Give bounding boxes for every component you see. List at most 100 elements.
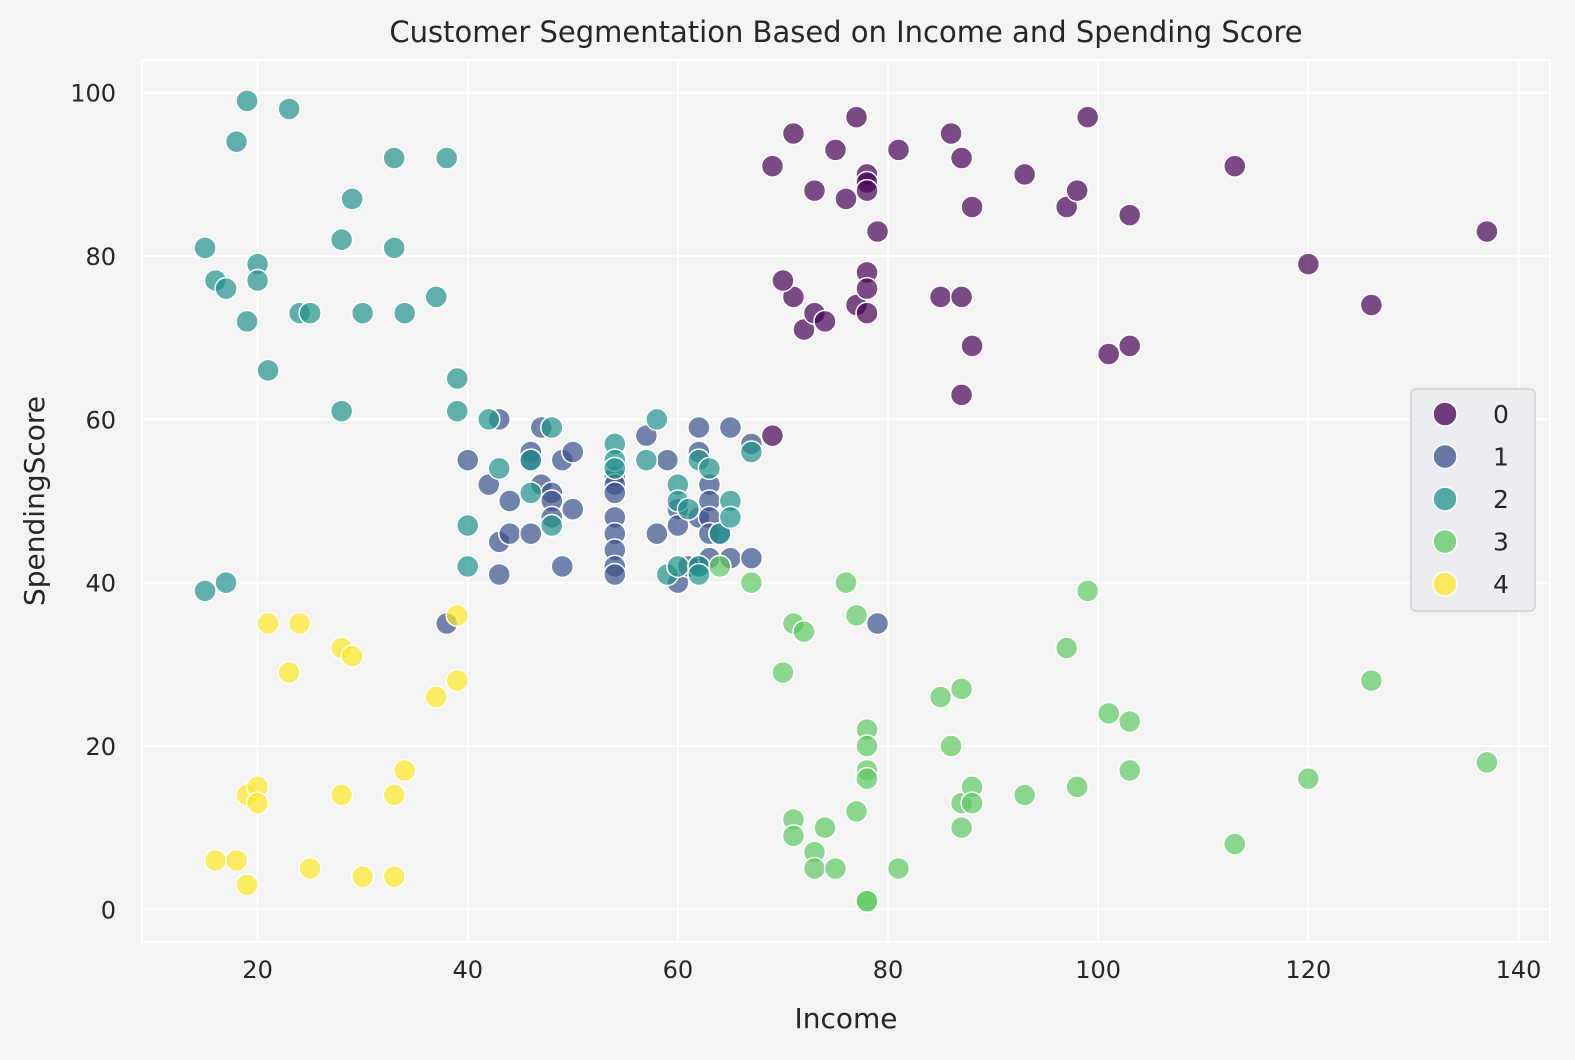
data-point-cluster-0 bbox=[960, 195, 984, 219]
data-point-cluster-3 bbox=[949, 677, 974, 701]
data-point-cluster-0 bbox=[855, 178, 879, 203]
data-point-cluster-1 bbox=[498, 521, 522, 546]
legend-marker bbox=[1432, 486, 1458, 512]
y-tick-label: 20 bbox=[85, 733, 116, 761]
data-point-cluster-0 bbox=[792, 317, 816, 342]
data-point-cluster-3 bbox=[792, 619, 816, 644]
data-point-cluster-3 bbox=[802, 856, 827, 881]
y-axis-label: SpendingScore bbox=[18, 396, 51, 606]
data-point-cluster-2 bbox=[540, 513, 564, 538]
y-tick-label: 60 bbox=[85, 406, 116, 434]
data-point-cluster-0 bbox=[834, 187, 858, 211]
data-point-cluster-4 bbox=[382, 783, 406, 807]
data-point-cluster-3 bbox=[739, 570, 764, 595]
data-point-cluster-2 bbox=[424, 285, 448, 309]
legend-marker bbox=[1432, 401, 1458, 427]
data-point-cluster-2 bbox=[708, 521, 732, 546]
data-point-cluster-0 bbox=[1475, 219, 1499, 244]
x-tick-label: 20 bbox=[242, 956, 273, 984]
data-point-cluster-1 bbox=[519, 521, 543, 546]
data-point-cluster-2 bbox=[603, 456, 627, 481]
data-point-cluster-2 bbox=[687, 562, 711, 587]
data-point-cluster-3 bbox=[834, 570, 858, 595]
data-point-cluster-2 bbox=[340, 187, 364, 211]
data-point-cluster-0 bbox=[760, 423, 785, 448]
data-point-cluster-4 bbox=[424, 685, 448, 709]
data-point-cluster-3 bbox=[1096, 701, 1121, 726]
data-point-cluster-2 bbox=[455, 554, 480, 579]
data-point-cluster-3 bbox=[781, 824, 806, 848]
data-point-cluster-2 bbox=[455, 513, 480, 538]
legend-label: 2 bbox=[1493, 485, 1509, 514]
data-point-cluster-0 bbox=[1065, 178, 1089, 203]
legend-marker bbox=[1432, 571, 1458, 597]
data-point-cluster-1 bbox=[550, 554, 575, 579]
data-point-cluster-2 bbox=[224, 129, 249, 154]
x-axis-label: Income bbox=[794, 1002, 897, 1035]
data-point-cluster-0 bbox=[1223, 154, 1247, 178]
data-point-cluster-3 bbox=[1117, 758, 1142, 783]
data-point-cluster-1 bbox=[666, 513, 690, 538]
x-tick-label: 140 bbox=[1496, 956, 1542, 984]
data-point-cluster-0 bbox=[949, 383, 974, 407]
data-point-cluster-0 bbox=[1012, 162, 1037, 187]
x-tick-label: 60 bbox=[663, 956, 694, 984]
legend-marker bbox=[1432, 443, 1458, 470]
data-point-cluster-1 bbox=[645, 521, 669, 546]
data-point-cluster-2 bbox=[476, 407, 501, 432]
data-point-cluster-1 bbox=[718, 415, 743, 440]
data-point-cluster-4 bbox=[329, 783, 354, 807]
data-point-cluster-3 bbox=[1359, 668, 1384, 693]
data-point-cluster-4 bbox=[287, 611, 312, 636]
axes-frame bbox=[141, 59, 1551, 943]
data-point-cluster-2 bbox=[214, 276, 238, 301]
data-point-cluster-2 bbox=[392, 301, 417, 325]
data-point-cluster-0 bbox=[855, 276, 879, 301]
legend-label: 3 bbox=[1493, 528, 1509, 557]
legend-marker bbox=[1432, 528, 1458, 555]
data-point-cluster-1 bbox=[561, 440, 585, 464]
legend-label: 1 bbox=[1493, 443, 1509, 472]
data-point-cluster-2 bbox=[739, 440, 764, 464]
data-point-cluster-2 bbox=[350, 301, 375, 325]
data-point-cluster-2 bbox=[329, 399, 354, 423]
data-point-cluster-4 bbox=[277, 660, 301, 685]
data-point-cluster-3 bbox=[1117, 709, 1142, 734]
data-point-cluster-3 bbox=[928, 685, 953, 709]
data-point-cluster-0 bbox=[960, 334, 984, 358]
data-point-cluster-4 bbox=[235, 873, 259, 897]
data-point-cluster-2 bbox=[434, 146, 459, 170]
data-point-cluster-3 bbox=[939, 734, 963, 758]
data-point-cluster-4 bbox=[445, 668, 469, 693]
data-point-cluster-4 bbox=[224, 848, 249, 873]
data-point-cluster-3 bbox=[708, 554, 732, 579]
plot-border bbox=[141, 59, 1551, 943]
data-point-cluster-2 bbox=[634, 448, 659, 472]
chart-title: Customer Segmentation Based on Income an… bbox=[389, 15, 1302, 49]
data-point-cluster-3 bbox=[1296, 766, 1321, 791]
data-point-cluster-0 bbox=[781, 121, 806, 146]
data-point-cluster-0 bbox=[865, 219, 890, 244]
data-point-cluster-0 bbox=[760, 154, 785, 178]
data-point-cluster-3 bbox=[844, 603, 869, 628]
data-point-cluster-0 bbox=[1117, 203, 1142, 227]
data-point-cluster-2 bbox=[645, 407, 669, 432]
data-point-cluster-0 bbox=[1054, 195, 1079, 219]
data-point-cluster-2 bbox=[519, 481, 543, 505]
data-point-cluster-3 bbox=[855, 889, 879, 913]
data-point-cluster-2 bbox=[487, 456, 512, 481]
data-point-cluster-1 bbox=[739, 546, 764, 570]
data-point-cluster-0 bbox=[1117, 334, 1142, 358]
data-point-cluster-3 bbox=[1475, 750, 1499, 775]
y-tick-label: 100 bbox=[70, 80, 116, 108]
data-point-cluster-3 bbox=[1012, 783, 1037, 807]
y-tick-label: 0 bbox=[101, 896, 116, 924]
data-point-cluster-3 bbox=[813, 815, 837, 840]
data-point-cluster-2 bbox=[256, 358, 280, 383]
data-point-cluster-4 bbox=[392, 758, 417, 783]
data-point-cluster-0 bbox=[928, 285, 953, 309]
data-point-cluster-0 bbox=[949, 146, 974, 170]
data-point-cluster-2 bbox=[666, 554, 690, 579]
